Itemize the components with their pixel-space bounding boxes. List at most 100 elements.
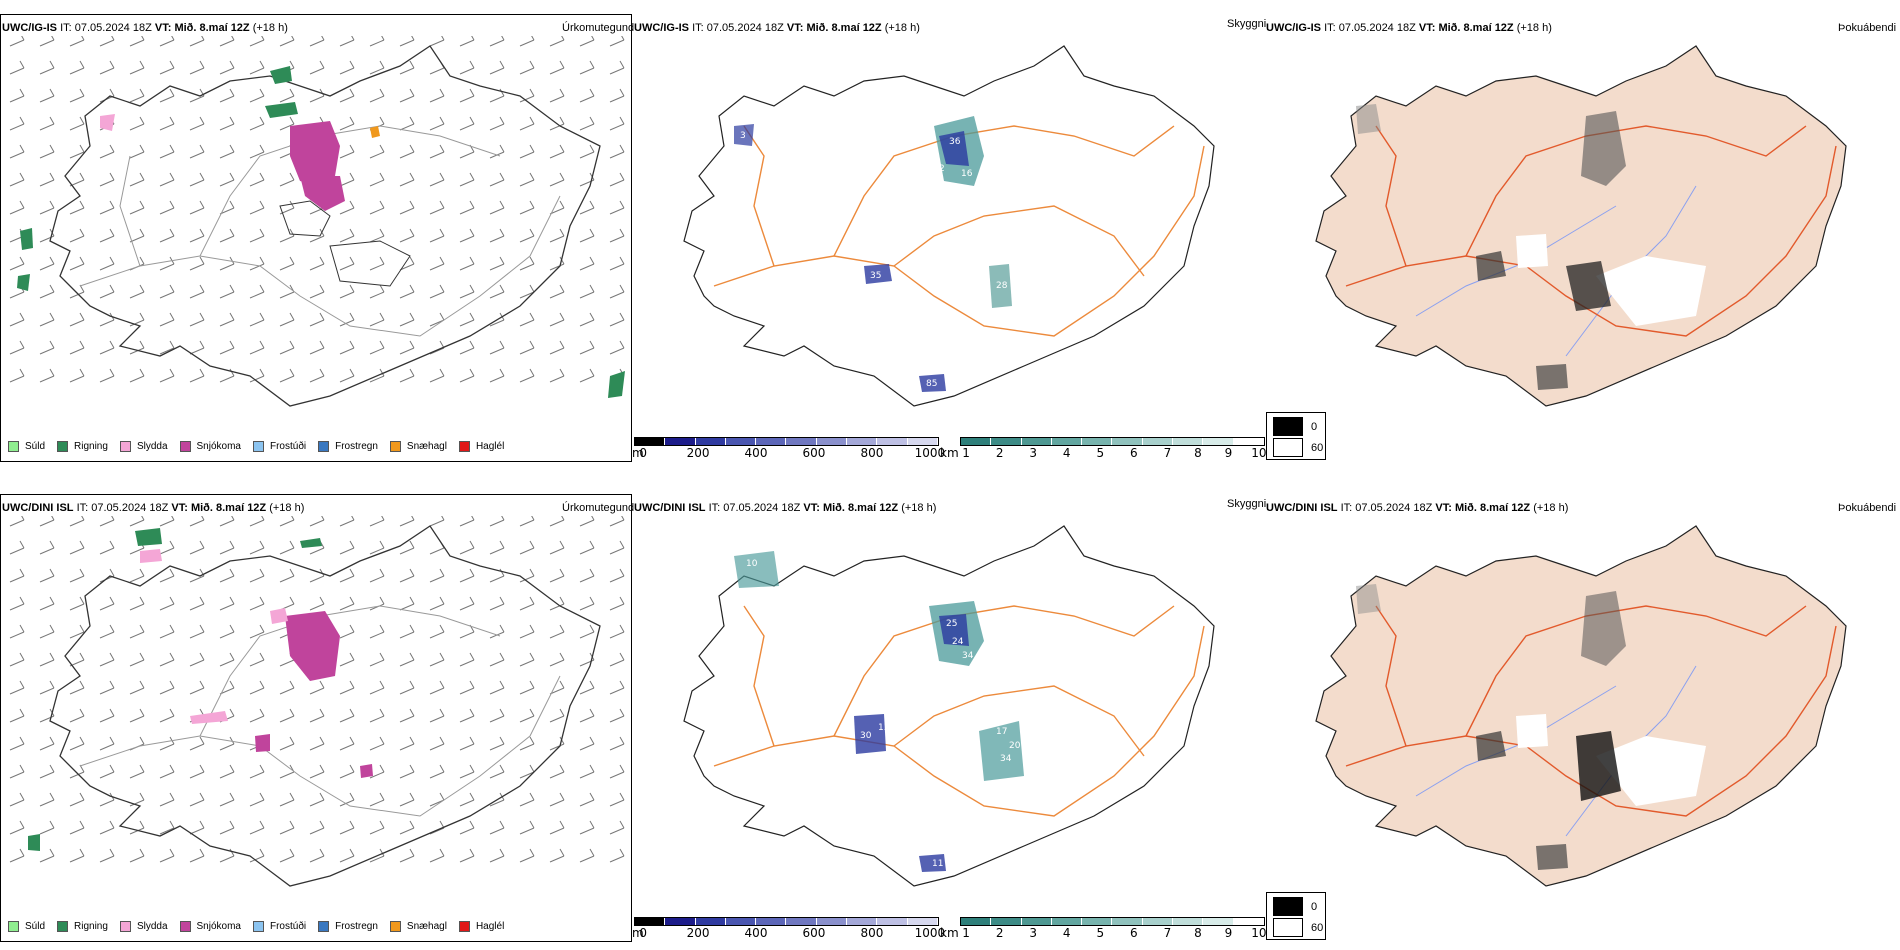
wind-barb [9, 792, 25, 807]
wind-barb [99, 256, 115, 271]
wind-barb [489, 820, 505, 835]
wind-barb [339, 116, 355, 131]
wind-barb [399, 340, 415, 355]
wind-barb [549, 820, 565, 835]
wind-barb [339, 680, 355, 695]
wind-barb [609, 652, 625, 667]
wind-barb [609, 172, 625, 187]
visibility-tick: 2 [995, 926, 1004, 940]
wind-barb [609, 60, 625, 75]
wind-barb [459, 368, 475, 383]
wind-barb [129, 60, 145, 75]
wind-barb [279, 848, 295, 863]
wind-barb [399, 820, 415, 835]
wind-barb [489, 764, 505, 779]
wind-barb [369, 792, 385, 807]
fog-areas [1356, 104, 1706, 390]
wind-barb [339, 708, 355, 723]
wind-barb [519, 568, 535, 583]
fog-header-top: UWC/IG-IS IT: 07.05.2024 18Z VT: Mið. 8.… [1266, 22, 1552, 34]
wind-barb [249, 200, 265, 215]
wind-barb [99, 516, 115, 527]
wind-barb [609, 540, 625, 555]
ceiling-label: 25 [946, 619, 957, 629]
wind-barb [459, 680, 475, 695]
wind-barb [609, 624, 625, 639]
wind-barb [189, 368, 205, 383]
wind-barb [249, 256, 265, 271]
wind-barb [309, 820, 325, 835]
wind-barb [219, 652, 235, 667]
wind-barb [429, 172, 445, 187]
precip-header-bottom: UWC/DINI ISL IT: 07.05.2024 18Z VT: Mið.… [2, 502, 305, 514]
wind-barb [339, 596, 355, 611]
wind-barb [489, 144, 505, 159]
wind-barb [429, 624, 445, 639]
wind-barb [219, 736, 235, 751]
wind-barb [489, 200, 505, 215]
wind-barb [159, 200, 175, 215]
wind-barb [219, 848, 235, 863]
wind-barb [279, 680, 295, 695]
visibility-tick: 3 [1029, 926, 1038, 940]
visibility-tick: 10 [1251, 446, 1267, 460]
wind-barb [459, 652, 475, 667]
wind-barb [279, 792, 295, 807]
wind-barb [519, 736, 535, 751]
wind-barb [189, 820, 205, 835]
wind-barb [189, 60, 205, 75]
ceiling-unit: m [632, 926, 644, 940]
wind-barb [609, 284, 625, 299]
wind-barb [549, 516, 565, 527]
wind-barb [579, 596, 595, 611]
precip-title-top: Úrkomutegund [562, 22, 635, 34]
wind-barb [279, 172, 295, 187]
wind-barb [549, 284, 565, 299]
wind-barb [369, 624, 385, 639]
wind-barb [129, 228, 145, 243]
wind-barb [39, 284, 55, 299]
wind-barb [99, 340, 115, 355]
wind-barb [9, 680, 25, 695]
visibility-tick: 4 [1062, 926, 1071, 940]
visibility-tick: 9 [1224, 926, 1233, 940]
ceiling-label: 35 [870, 271, 881, 281]
wind-barb [489, 624, 505, 639]
wind-barb [609, 88, 625, 103]
wind-barb [279, 116, 295, 131]
wind-barb [519, 36, 535, 47]
wind-barb [219, 764, 235, 779]
wind-barb [609, 256, 625, 271]
wind-barb [219, 368, 235, 383]
fog-map-bottom [1315, 525, 1847, 887]
wind-barb [39, 200, 55, 215]
ceiling-label: 28 [996, 281, 1008, 291]
ceiling-title-bottom: Skyggni [1227, 498, 1267, 510]
wind-barb [459, 708, 475, 723]
wind-barb [459, 172, 475, 187]
wind-barb [519, 116, 535, 131]
wind-barb [549, 368, 565, 383]
wind-barb [429, 848, 445, 863]
wind-barb [9, 36, 25, 47]
wind-barb [99, 172, 115, 187]
wind-barb [339, 736, 355, 751]
wind-barb [219, 200, 235, 215]
wind-barb [369, 60, 385, 75]
ceiling-map-top: 36 2 16 204 35 28 3 85 [683, 45, 1215, 407]
wind-barb [99, 60, 115, 75]
wind-barb [429, 88, 445, 103]
wind-barb [279, 284, 295, 299]
wind-barb [69, 568, 85, 583]
wind-barb [99, 368, 115, 383]
wind-barb [549, 312, 565, 327]
wind-barb [399, 60, 415, 75]
wind-barb [219, 36, 235, 47]
wind-barb [309, 708, 325, 723]
wind-barb [489, 340, 505, 355]
wind-barb [39, 652, 55, 667]
wind-barb [489, 596, 505, 611]
wind-barb [339, 516, 355, 527]
wind-barb [579, 144, 595, 159]
wind-barb [309, 284, 325, 299]
